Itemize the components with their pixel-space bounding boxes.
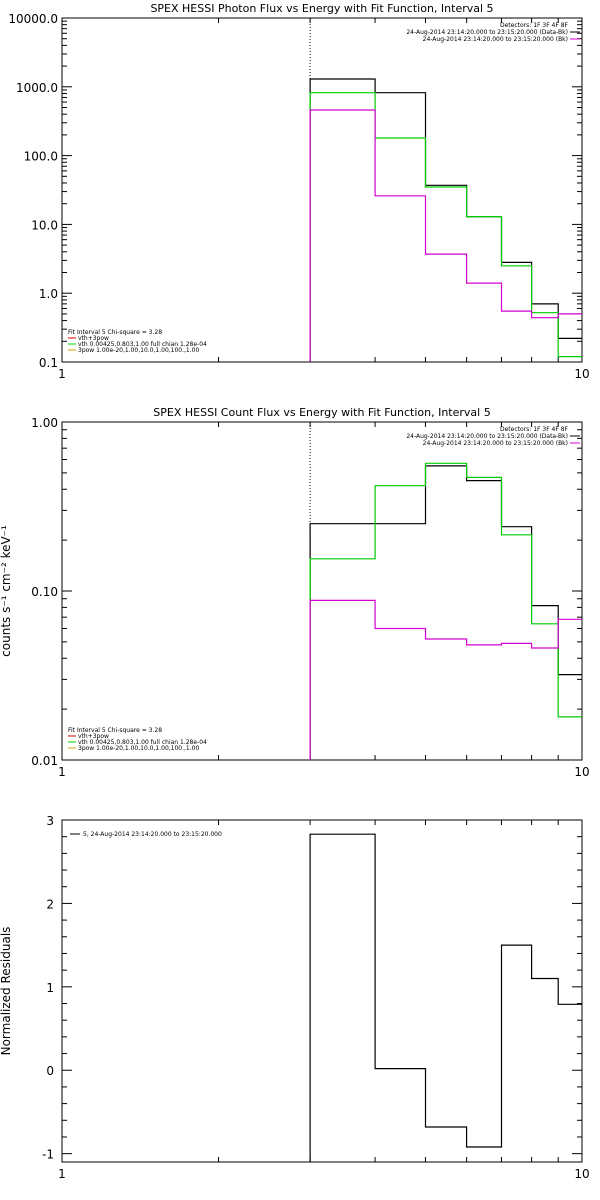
y-ticks [62, 421, 582, 761]
y-tick-label: 1 [46, 981, 54, 995]
series-line-2 [309, 109, 582, 362]
legend-text: Fit Interval 5 Chi-square = 3.28 [68, 329, 162, 336]
chart-panel-2: SPEX HESSI Count Flux vs Energy with Fit… [0, 406, 590, 779]
x-tick-label: 1 [58, 367, 66, 381]
legend-text: vth 0.00425,0.803,1.00 full chian 1.28e-… [78, 341, 207, 348]
y-tick-label: 0.10 [31, 585, 58, 599]
legend-text: 24-Aug-2014 23:14:20.000 to 23:15:20.000… [423, 440, 568, 447]
series-line-0 [309, 78, 582, 362]
x-tick-label: 10 [574, 765, 589, 779]
plot-frame [61, 421, 583, 761]
x-minor-ticks [61, 18, 583, 362]
series-line-1 [309, 462, 582, 760]
y-tick-label: 10000.0 [8, 12, 58, 26]
chart-title: SPEX HESSI Photon Flux vs Energy with Fi… [150, 2, 493, 15]
y-tick-label: 2 [46, 897, 54, 911]
series-line-1 [309, 92, 582, 362]
y-tick-label: 0.01 [31, 754, 58, 768]
y-tick-label: 1.0 [39, 287, 58, 301]
x-tick-label: 10 [574, 367, 589, 381]
series-line-0 [309, 833, 582, 1162]
chart-title: SPEX HESSI Count Flux vs Energy with Fit… [153, 406, 490, 419]
y-tick-label: 0 [46, 1064, 54, 1078]
chart-panel-1: SPEX HESSI Photon Flux vs Energy with Fi… [8, 2, 589, 381]
y-tick-label: 1000.0 [16, 81, 58, 95]
y-ticks [62, 17, 582, 363]
y-axis-label: counts s⁻¹ cm⁻² keV⁻¹ [0, 525, 13, 657]
legend-text: Detectors: 1F 3F 4F 8F [500, 426, 569, 433]
y-tick-label: 0.1 [39, 356, 58, 370]
legend-text: 24-Aug-2014 23:14:20.000 to 23:15:20.000… [423, 36, 568, 43]
y-tick-label: 1.00 [31, 416, 58, 430]
series-line-0 [309, 465, 582, 760]
legend-text: vth+3pow [78, 335, 109, 342]
legend-text: vth 0.00425,0.803,1.00 full chian 1.28e-… [78, 739, 207, 746]
legend-text: 5, 24-Aug-2014 23:14:20.000 to 23:15:20.… [83, 831, 222, 838]
y-tick-label: -1 [42, 1148, 54, 1162]
plot-frame [61, 819, 583, 1163]
y-tick-label: 10.0 [31, 218, 58, 232]
y-tick-label: 3 [46, 814, 54, 828]
legend-text: Detectors: 1F 3F 4F 8F [500, 22, 569, 29]
plot-frame [61, 17, 583, 363]
legend-text: 3pow 1.00e-20,1.00,10.0,1.00,100.,1.00 [78, 347, 199, 354]
x-tick-label: 1 [58, 1167, 66, 1181]
x-tick-label: 1 [58, 765, 66, 779]
legend-text: 24-Aug-2014 23:14:20.000 to 23:15:20.000… [406, 29, 568, 36]
legend-text: 3pow 1.00e-20,1.00,10.0,1.00,100.,1.00 [78, 745, 199, 752]
x-tick-label: 10 [574, 1167, 589, 1181]
x-minor-ticks [61, 422, 583, 760]
chart-panel-3: 1 10 -1 0 1 2 3 Normalized Residuals 5, 24-Aug-2… [0, 814, 590, 1181]
y-axis-label: Normalized Residuals [0, 927, 13, 1056]
x-minor-ticks [61, 820, 583, 1162]
legend-text: 24-Aug-2014 23:14:20.000 to 23:15:20.000… [406, 433, 568, 440]
y-ticks [62, 819, 582, 1155]
y-tick-label: 100.0 [24, 150, 58, 164]
legend-text: Fit Interval 5 Chi-square = 3.28 [68, 727, 162, 734]
series-line-2 [309, 599, 582, 760]
legend-text: vth+3pow [78, 733, 109, 740]
